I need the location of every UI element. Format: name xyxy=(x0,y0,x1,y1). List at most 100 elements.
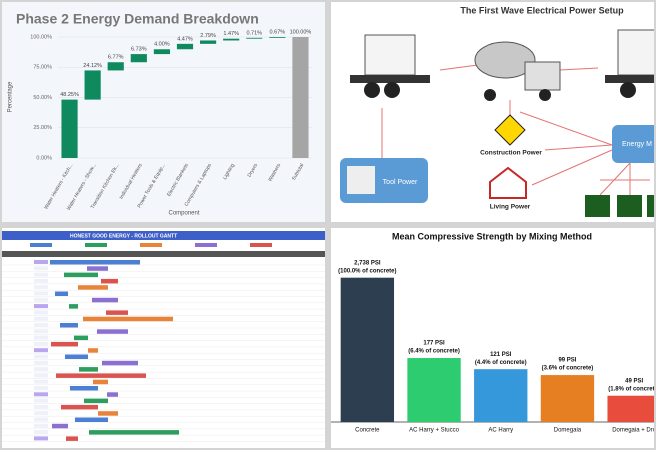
gantt-bar xyxy=(65,354,88,359)
gantt-bar xyxy=(51,341,78,347)
bar xyxy=(84,70,101,100)
node-label: Construction Power xyxy=(480,150,542,157)
gantt-bar xyxy=(97,329,128,334)
value-label: 6.77% xyxy=(108,55,124,61)
gantt-bar xyxy=(101,278,118,284)
bar xyxy=(176,43,194,50)
gantt-bar xyxy=(50,260,140,265)
share-label: (3.6% of concrete) xyxy=(542,366,594,372)
y-tick-label: 25.00% xyxy=(33,125,52,131)
value-label: 48.25% xyxy=(60,92,79,98)
gantt-bar xyxy=(52,423,68,429)
gantt-bar xyxy=(88,348,98,353)
value-label: 4.00% xyxy=(154,42,170,48)
row-label-cell xyxy=(34,278,48,283)
gantt-bar xyxy=(93,379,108,385)
bar xyxy=(223,38,240,41)
value-label: 0.67% xyxy=(270,29,286,35)
row-label-cell xyxy=(34,386,48,390)
row-label-cell xyxy=(34,272,48,277)
gantt-title: HONEST GOOD ENERGY - ROLLOUT GANTT xyxy=(70,233,177,239)
gantt-bar xyxy=(92,297,118,303)
gantt-bar xyxy=(83,316,173,322)
gantt-bar xyxy=(64,272,98,278)
node-label: Tool Power xyxy=(383,179,418,186)
generator-icon xyxy=(350,34,430,98)
gantt-bar xyxy=(70,386,98,391)
gantt-bar xyxy=(89,430,179,435)
row-label-cell xyxy=(34,411,48,416)
chart-title: Mean Compressive Strength by Mixing Meth… xyxy=(392,231,592,241)
row-label-cell xyxy=(34,304,48,309)
row-label-cell xyxy=(34,266,48,271)
gantt: HONEST GOOD ENERGY - ROLLOUT GANTT xyxy=(2,231,325,442)
value-label: 24.12% xyxy=(83,63,102,69)
row-label-cell xyxy=(34,310,48,315)
value-label: 100.00% xyxy=(290,29,312,35)
row-label-cell xyxy=(34,423,48,428)
bar xyxy=(200,40,217,44)
generator-icon xyxy=(605,29,654,98)
bar xyxy=(474,369,528,422)
value-label: 99 PSI xyxy=(558,358,576,364)
legend-swatch xyxy=(85,243,107,247)
row-label-cell xyxy=(34,360,48,365)
bar xyxy=(407,358,461,422)
bar-chart: Mean Compressive Strength by Mixing Meth… xyxy=(331,231,656,434)
row-label-cell xyxy=(34,417,48,422)
diagram-title: The First Wave Electrical Power Setup xyxy=(460,5,624,15)
bar xyxy=(246,37,263,39)
house-icon xyxy=(489,166,527,199)
gantt-bar xyxy=(55,291,68,296)
bar xyxy=(130,54,147,63)
bar xyxy=(107,62,124,71)
row-label-cell xyxy=(34,260,48,264)
value-label: 2.79% xyxy=(200,33,216,39)
gantt-bar xyxy=(75,417,108,422)
legend-swatch xyxy=(250,243,272,247)
share-label: (6.4% of concrete) xyxy=(408,349,460,355)
legend-swatch xyxy=(195,243,217,247)
row-label-cell xyxy=(34,404,48,409)
battery-icon xyxy=(647,195,654,217)
gantt-bar xyxy=(98,411,118,416)
panel xyxy=(2,2,325,222)
bar xyxy=(61,99,78,158)
value-label: 1.47% xyxy=(223,31,239,37)
row-label-cell xyxy=(34,297,48,302)
value-label: 49 PSI xyxy=(625,378,643,384)
y-tick-label: 0.00% xyxy=(36,155,52,161)
fuel-truck-icon xyxy=(474,41,561,101)
gantt-bar xyxy=(61,404,98,410)
x-tick-label: AC Harry + Stucco xyxy=(409,428,460,434)
value-label: 2,738 PSI xyxy=(354,260,381,266)
bar xyxy=(540,375,595,422)
row-label-cell xyxy=(34,398,48,403)
gantt-bar xyxy=(106,310,128,315)
legend-swatch xyxy=(30,243,52,247)
x-tick-label: Domegaia + Dro xyxy=(612,428,656,434)
row-label-cell xyxy=(34,436,48,441)
gantt-bar xyxy=(78,285,108,290)
row-label-cell xyxy=(34,392,48,397)
gantt-title-bar xyxy=(2,231,325,240)
gantt-bar xyxy=(102,360,138,366)
row-label-cell xyxy=(34,316,48,321)
y-tick-label: 75.00% xyxy=(33,65,52,71)
panel xyxy=(2,228,325,448)
row-label-cell xyxy=(34,341,48,346)
bar xyxy=(340,277,395,422)
chart-title: Phase 2 Energy Demand Breakdown xyxy=(16,11,259,27)
row-label-cell xyxy=(34,379,48,384)
value-label: 4.47% xyxy=(177,36,193,42)
value-label: 177 PSI xyxy=(423,341,445,347)
share-label: (100.0% of concrete) xyxy=(338,268,396,274)
value-label: 6.73% xyxy=(131,47,147,53)
bar xyxy=(292,37,309,158)
x-tick-label: Concrete xyxy=(355,428,380,434)
value-label: 121 PSI xyxy=(490,352,512,358)
battery-icon xyxy=(617,195,642,217)
row-label-cell xyxy=(34,373,48,378)
value-label: 0.71% xyxy=(246,30,262,36)
x-tick-label: Domegaia xyxy=(554,428,582,434)
